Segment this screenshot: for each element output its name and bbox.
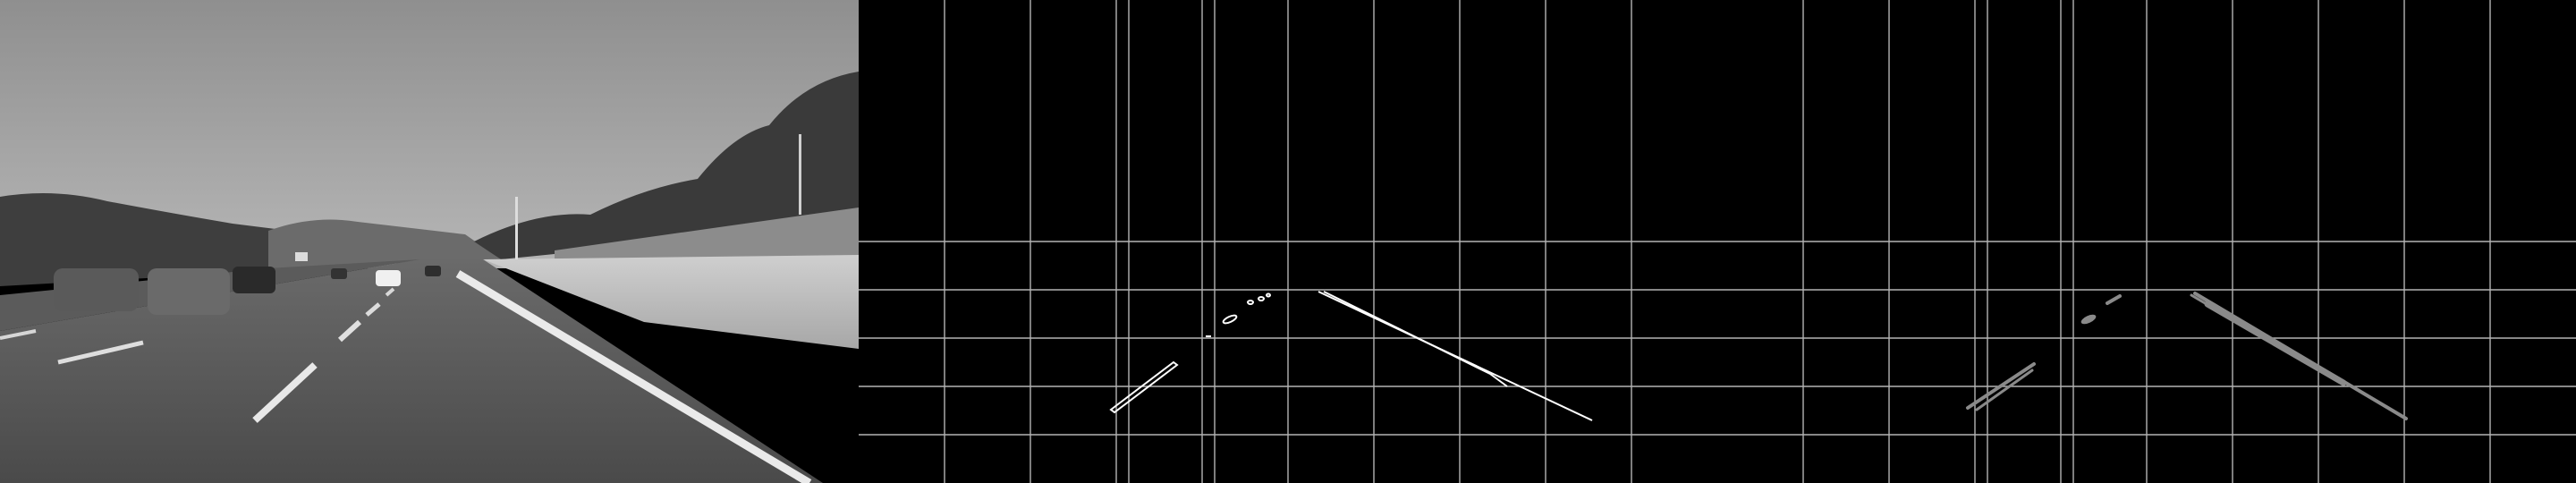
right-hough-2 xyxy=(2204,301,2347,386)
car-6 xyxy=(425,266,441,276)
left-hough-1 xyxy=(1966,362,2036,410)
car-5 xyxy=(331,268,347,279)
pole-1 xyxy=(515,197,518,259)
far-dash-1 xyxy=(1222,314,1238,325)
sign-1 xyxy=(295,252,308,261)
road-surface xyxy=(0,259,823,483)
left-dash-far-1 xyxy=(57,340,144,365)
concrete-wall xyxy=(555,208,859,267)
dash-3 xyxy=(365,302,381,317)
car-2 xyxy=(148,268,230,315)
car-1 xyxy=(54,268,139,311)
right-hough-3 xyxy=(2190,293,2213,309)
far-dash-3 xyxy=(1258,296,1265,301)
canny-edges-panel xyxy=(859,0,1717,483)
canny-edges-svg xyxy=(859,0,1717,483)
right-edge-2 xyxy=(1323,291,1491,375)
grid-lines xyxy=(859,0,1717,483)
far-hough-dash xyxy=(2106,294,2122,305)
right-edge-3 xyxy=(1489,373,1508,387)
road-photo-svg xyxy=(0,0,859,483)
grayscale-road-photo xyxy=(0,0,859,483)
hough-lines-panel xyxy=(1717,0,2576,483)
far-hough-blob xyxy=(2080,314,2097,325)
hough-lines-svg xyxy=(1717,0,2576,483)
dash-2 xyxy=(337,319,362,343)
left-hough-2 xyxy=(1975,369,2034,411)
dash-1 xyxy=(252,362,318,423)
dash-4 xyxy=(385,287,395,297)
hills-left xyxy=(0,193,322,286)
hough-segments xyxy=(1966,292,2408,420)
pole-2 xyxy=(799,134,801,215)
grid-lines xyxy=(1717,0,2576,483)
far-dash-2 xyxy=(1247,300,1254,305)
right-lane-line xyxy=(455,270,812,483)
left-dash-edge xyxy=(1109,360,1179,414)
right-grass xyxy=(483,255,859,349)
far-dash-4 xyxy=(1266,292,1271,298)
left-dash-far-2 xyxy=(0,329,37,340)
car-4 xyxy=(376,270,401,286)
car-3 xyxy=(233,267,275,293)
trees-right xyxy=(474,72,859,259)
edge-lines xyxy=(1109,291,1593,421)
hills-center xyxy=(268,219,501,268)
